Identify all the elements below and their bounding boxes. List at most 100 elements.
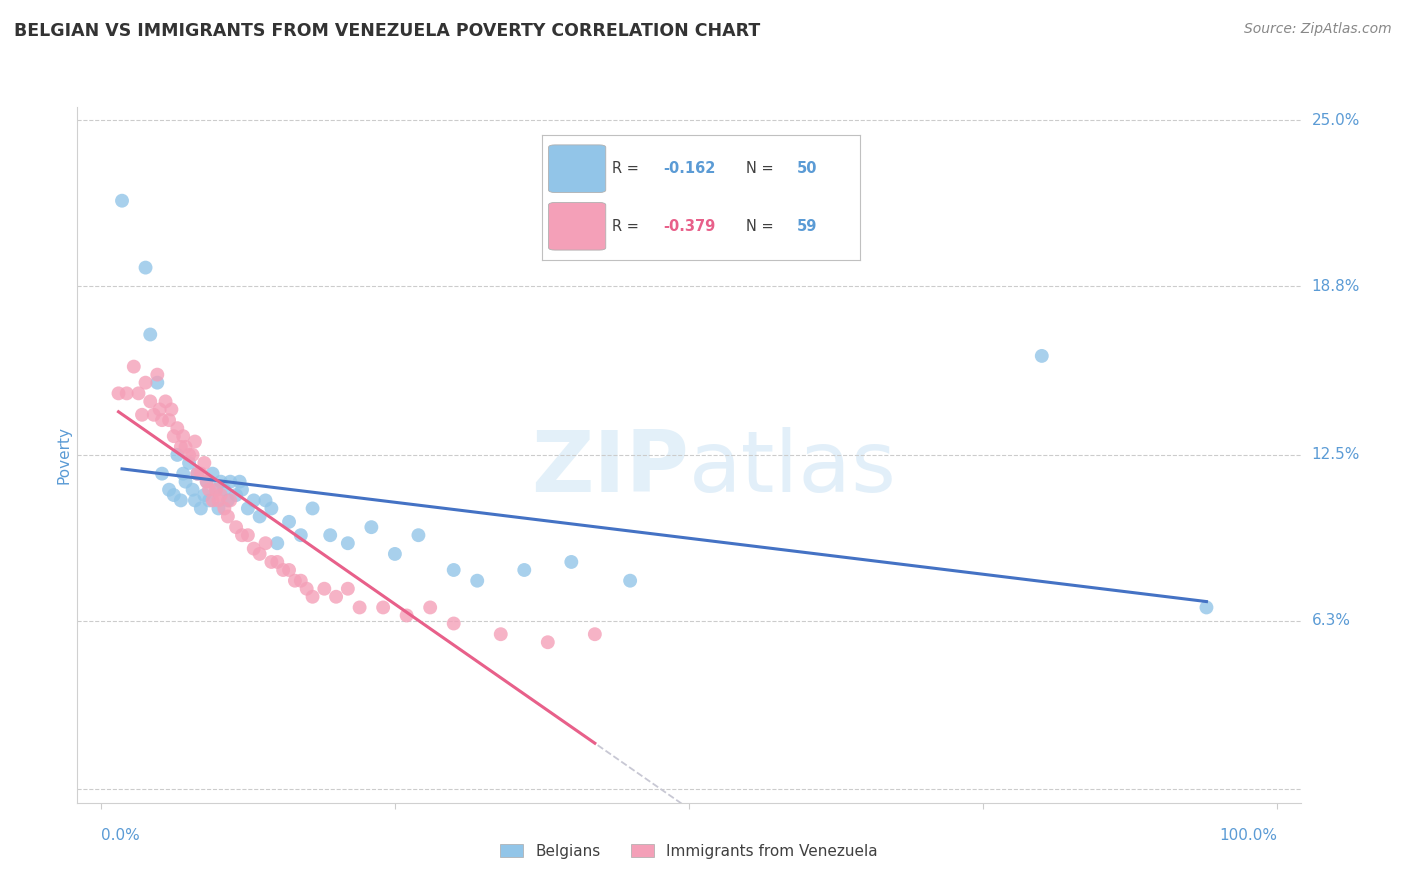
Point [115,386,138,401]
Text: ZIP: ZIP [531,427,689,510]
Point [260,501,283,516]
Point [139,394,162,409]
Point [184,493,207,508]
Point [181,483,204,497]
Point [184,434,207,449]
Point [157,413,180,427]
Point [336,582,359,596]
Point [160,402,183,417]
Point [537,635,560,649]
Point [260,555,283,569]
Point [371,600,394,615]
Point [225,520,247,534]
Point [301,590,323,604]
Point [174,440,197,454]
Y-axis label: Poverty: Poverty [56,425,72,484]
Point [207,493,229,508]
Point [142,408,165,422]
Point [172,467,194,481]
Point [111,194,134,208]
Point [301,501,323,516]
Point [193,456,215,470]
Point [131,408,153,422]
Point [122,359,145,374]
Point [163,429,186,443]
Point [214,501,236,516]
Point [217,493,239,508]
Point [513,563,536,577]
Point [186,467,208,481]
Point [201,493,224,508]
Text: 12.5%: 12.5% [1312,448,1360,462]
Point [193,488,215,502]
Point [177,448,200,462]
Point [190,501,212,516]
Text: Source: ZipAtlas.com: Source: ZipAtlas.com [1244,22,1392,37]
Point [205,483,228,497]
Text: atlas: atlas [689,427,897,510]
Point [186,467,208,481]
Point [443,563,465,577]
Point [360,520,382,534]
Point [150,413,173,427]
Point [217,509,239,524]
Point [319,528,342,542]
Point [295,582,318,596]
Point [231,483,253,497]
Point [560,555,582,569]
Point [254,536,277,550]
Point [443,616,465,631]
Point [146,368,169,382]
Point [236,528,259,542]
Point [336,536,359,550]
Point [228,475,250,489]
Point [395,608,418,623]
Point [219,493,242,508]
Point [314,582,336,596]
Text: BELGIAN VS IMMIGRANTS FROM VENEZUELA POVERTY CORRELATION CHART: BELGIAN VS IMMIGRANTS FROM VENEZUELA POV… [14,22,761,40]
Point [174,475,197,489]
Point [207,501,229,516]
Point [249,547,271,561]
Point [1031,349,1053,363]
Point [242,541,264,556]
Point [266,555,288,569]
Point [225,488,247,502]
Point [278,515,301,529]
Point [236,501,259,516]
Point [290,574,312,588]
Point [150,467,173,481]
Point [219,475,242,489]
Point [583,627,606,641]
Point [349,600,371,615]
Point [249,509,271,524]
Point [135,260,157,275]
Text: 6.3%: 6.3% [1312,614,1351,628]
Point [278,563,301,577]
Point [325,590,347,604]
Point [146,376,169,390]
Text: 25.0%: 25.0% [1312,113,1360,128]
Point [489,627,512,641]
Point [408,528,430,542]
Legend: Belgians, Immigrants from Venezuela: Belgians, Immigrants from Venezuela [494,838,884,864]
Point [127,386,149,401]
Point [254,493,277,508]
Point [190,467,212,481]
Point [290,528,312,542]
Point [166,448,188,462]
Text: 18.8%: 18.8% [1312,279,1360,293]
Point [195,475,218,489]
Point [163,488,186,502]
Point [166,421,188,435]
Point [209,475,232,489]
Point [139,327,162,342]
Point [465,574,488,588]
Point [205,483,228,497]
Point [135,376,157,390]
Point [172,429,194,443]
Point [242,493,264,508]
Point [284,574,307,588]
Point [170,440,193,454]
Point [170,493,193,508]
